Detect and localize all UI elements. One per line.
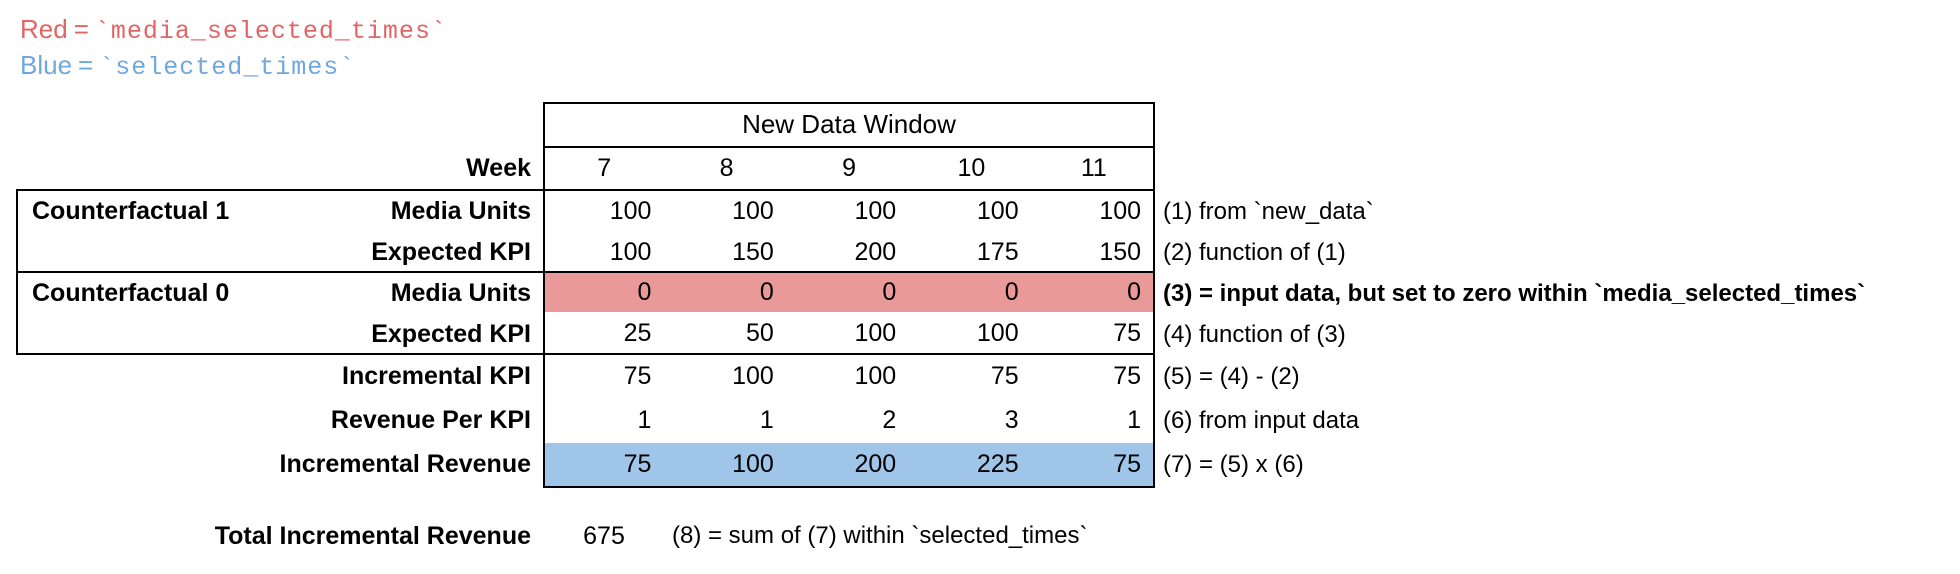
week-numbers-row: 7 8 9 10 11 <box>543 148 1155 189</box>
annotation-8: (8) = sum of (7) within `selected_times` <box>672 522 1088 549</box>
table-cell: 100 <box>609 238 652 266</box>
table-cell: 1 <box>759 406 774 434</box>
counterfactual-divider-line <box>16 271 1155 273</box>
annotation-3: (3) = input data, but set to zero within… <box>1163 280 1866 307</box>
row-label-media-units-cf0: Media Units <box>390 279 531 307</box>
table-cell: 0 <box>1127 278 1142 306</box>
table-cell: 75 <box>1113 319 1142 347</box>
table-cell: 100 <box>732 197 774 225</box>
legend-red-code: `media_selected_times` <box>94 17 447 46</box>
total-incremental-revenue-value: 675 <box>583 522 625 550</box>
table-cell: 75 <box>623 362 652 390</box>
table-cell: 75 <box>623 450 652 478</box>
table-cell: 150 <box>732 238 774 266</box>
table-cell: 0 <box>882 278 897 306</box>
table-cell: 225 <box>976 450 1019 478</box>
legend-red: Red = `media_selected_times` <box>20 14 447 46</box>
annotation-2: (2) function of (1) <box>1163 239 1346 266</box>
row-values-expected-kpi-cf0: 25 50 100 100 75 <box>543 314 1155 353</box>
annotation-1: (1) from `new_data` <box>1163 198 1374 225</box>
table-cell: 3 <box>1004 406 1019 434</box>
row-label-incremental-revenue: Incremental Revenue <box>279 450 532 478</box>
table-cell: 50 <box>746 319 774 347</box>
table-cell: 1 <box>637 406 652 434</box>
table-cell: 175 <box>976 238 1019 266</box>
week-cell: 9 <box>842 154 856 182</box>
legend-red-label: Red <box>20 14 68 44</box>
table-cell: 75 <box>1113 362 1142 390</box>
table-cell: 100 <box>854 197 897 225</box>
week-cell: 7 <box>597 154 612 182</box>
table-cell: 100 <box>732 450 774 478</box>
row-label-revenue-per-kpi: Revenue Per KPI <box>330 406 531 434</box>
table-cell: 75 <box>990 362 1019 390</box>
data-window-box <box>543 102 1155 488</box>
table-cell: 100 <box>854 362 897 390</box>
table-cell: 150 <box>1099 238 1142 266</box>
annotation-7: (7) = (5) x (6) <box>1163 451 1304 478</box>
table-cell: 100 <box>976 319 1019 347</box>
table-cell: 25 <box>623 319 652 347</box>
table-cell: 0 <box>759 278 774 306</box>
counterfactual1-top-line <box>16 189 1155 191</box>
table-cell: 100 <box>976 197 1019 225</box>
group-label-counterfactual-1: Counterfactual 1 <box>32 197 230 225</box>
table-cell: 100 <box>854 319 897 347</box>
table-cell: 0 <box>637 278 652 306</box>
legend-blue-label: Blue <box>20 50 73 80</box>
table-cell: 200 <box>854 450 897 478</box>
table-cell: 0 <box>1004 278 1019 306</box>
total-incremental-revenue-label: Total Incremental Revenue <box>214 522 531 550</box>
new-data-window-header: New Data Window <box>742 109 956 139</box>
row-label-media-units-cf1: Media Units <box>390 197 531 225</box>
week-row-label: Week <box>466 154 531 182</box>
week-cell: 8 <box>719 154 734 182</box>
week-cell: 11 <box>1080 154 1107 182</box>
legend-blue-eq: = <box>78 50 94 80</box>
selected-times-highlight <box>545 443 1153 486</box>
table-cell: 200 <box>854 238 897 266</box>
row-values-incremental-kpi: 75 100 100 75 75 <box>543 355 1155 398</box>
annotation-4: (4) function of (3) <box>1163 321 1346 348</box>
table-cell: 100 <box>609 197 652 225</box>
annotation-5: (5) = (4) - (2) <box>1163 363 1300 390</box>
group-label-counterfactual-0: Counterfactual 0 <box>32 279 230 307</box>
row-label-incremental-kpi: Incremental KPI <box>342 362 531 390</box>
week-cell: 10 <box>957 154 986 182</box>
table-cell: 1 <box>1127 406 1142 434</box>
table-cell: 100 <box>732 362 774 390</box>
media-selected-times-highlight <box>545 273 1153 312</box>
table-cell: 75 <box>1113 450 1142 478</box>
row-label-expected-kpi-cf1: Expected KPI <box>371 238 531 266</box>
legend-blue: Blue = `selected_times` <box>20 50 355 82</box>
table-cell: 2 <box>882 406 897 434</box>
annotation-6: (6) from input data <box>1163 407 1360 434</box>
table-cell: 100 <box>1099 197 1142 225</box>
row-values-expected-kpi-cf1: 100 150 200 175 150 <box>543 232 1155 273</box>
row-values-incremental-revenue: 75 100 200 225 75 <box>543 443 1155 486</box>
row-values-revenue-per-kpi: 1 1 2 3 1 <box>543 398 1155 443</box>
counterfactual-left-line <box>16 189 18 355</box>
row-label-expected-kpi-cf0: Expected KPI <box>371 320 531 348</box>
counterfactual0-bottom-line <box>16 353 1155 355</box>
header-divider-line <box>543 146 1155 148</box>
legend-blue-code: `selected_times` <box>99 53 356 82</box>
legend-red-eq: = <box>73 14 89 44</box>
row-values-media-units-cf0: 0 0 0 0 0 <box>543 273 1155 312</box>
row-values-media-units-cf1: 100 100 100 100 100 <box>543 191 1155 232</box>
